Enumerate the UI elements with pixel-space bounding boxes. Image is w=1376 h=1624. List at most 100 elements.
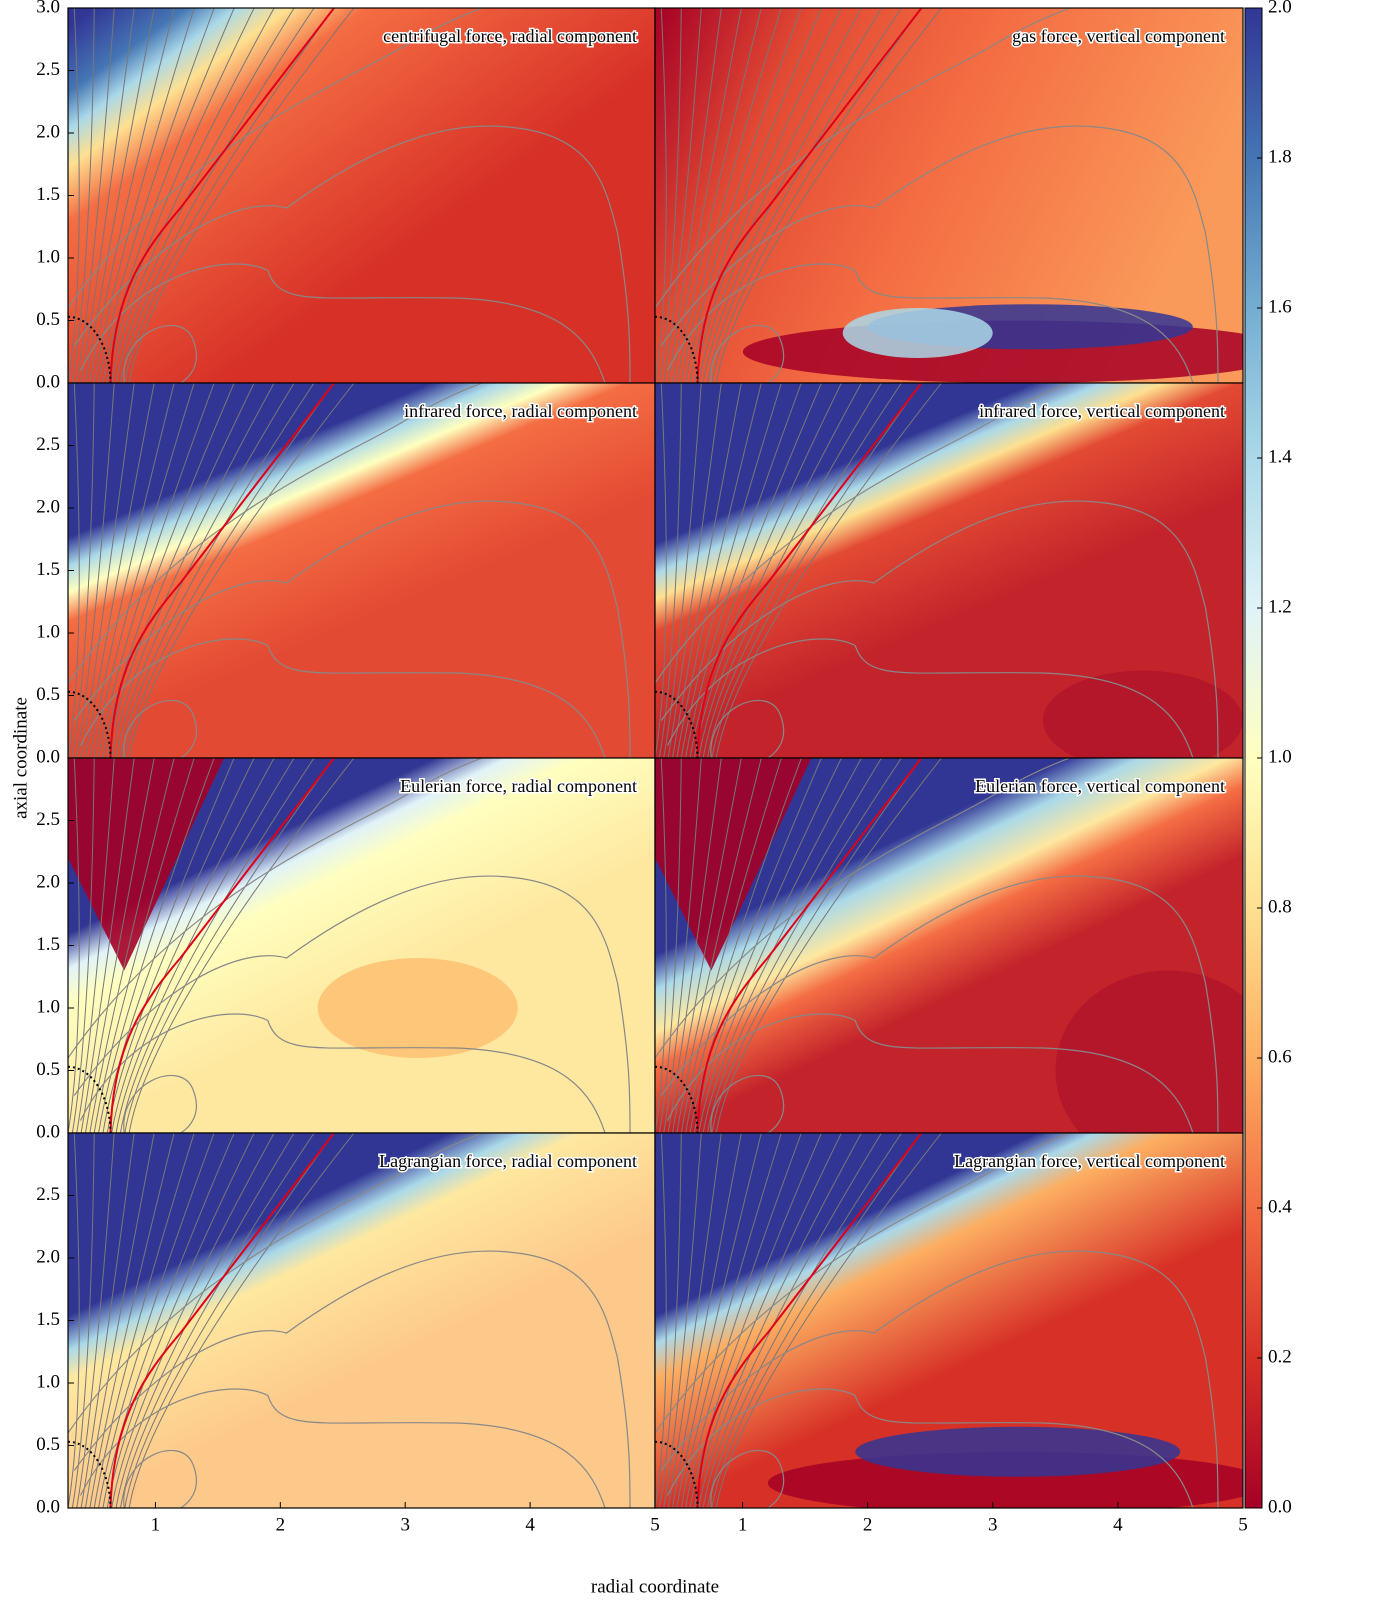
colorbar-tick-label: 0.0 bbox=[1268, 1496, 1292, 1517]
streamline bbox=[119, 758, 315, 1133]
streamline bbox=[685, 758, 802, 1133]
streamline bbox=[693, 758, 842, 1133]
streamline bbox=[707, 1133, 902, 1508]
streamline bbox=[84, 383, 155, 758]
heatmap-region bbox=[68, 758, 225, 971]
contour bbox=[68, 8, 484, 309]
contour bbox=[655, 8, 1072, 309]
contour bbox=[660, 500, 1219, 758]
streamline bbox=[689, 8, 822, 383]
streamline bbox=[689, 1133, 822, 1508]
panel bbox=[68, 383, 655, 758]
streamline bbox=[698, 383, 862, 758]
streamline bbox=[80, 758, 135, 1133]
contour bbox=[710, 1074, 785, 1133]
contour bbox=[73, 875, 631, 1133]
streamline bbox=[128, 383, 355, 758]
panel bbox=[655, 758, 1243, 1133]
y-tick-label: 0.5 bbox=[36, 309, 60, 330]
colorbar-tick-label: 1.6 bbox=[1268, 296, 1292, 317]
panel bbox=[68, 8, 655, 383]
y-tick-label: 0.0 bbox=[36, 1496, 60, 1517]
streamline bbox=[655, 1133, 667, 1508]
y-axis-label: axial coordinate bbox=[10, 697, 31, 819]
x-tick-label: 3 bbox=[988, 1514, 998, 1535]
streamline bbox=[119, 383, 315, 758]
contour bbox=[79, 638, 606, 758]
y-tick-label: 2.0 bbox=[36, 496, 60, 517]
streamline bbox=[658, 1133, 682, 1508]
red-curve bbox=[696, 758, 923, 1133]
streamline bbox=[707, 8, 902, 383]
y-tick-label: 3.0 bbox=[36, 0, 60, 17]
streamline bbox=[128, 1133, 355, 1508]
contour bbox=[68, 758, 484, 1059]
streamline bbox=[76, 758, 115, 1133]
streamline bbox=[80, 8, 135, 383]
streamline bbox=[80, 1133, 135, 1508]
heatmap-region bbox=[655, 758, 812, 971]
panel-frame bbox=[654, 1132, 1244, 1509]
streamline bbox=[89, 8, 175, 383]
streamline bbox=[667, 758, 722, 1133]
streamline bbox=[672, 8, 742, 383]
y-tick-label: 0.0 bbox=[36, 1121, 60, 1142]
contour bbox=[79, 263, 606, 383]
x-axis-label: radial coordinate bbox=[591, 1576, 719, 1597]
streamline bbox=[106, 758, 255, 1133]
contour bbox=[660, 875, 1219, 1133]
streamline bbox=[89, 758, 175, 1133]
streamline bbox=[663, 1133, 702, 1508]
streamline bbox=[98, 758, 215, 1133]
contour bbox=[73, 125, 631, 383]
y-tick-label: 1.5 bbox=[36, 1309, 60, 1330]
contour bbox=[68, 383, 484, 684]
streamline bbox=[115, 1133, 295, 1508]
streamline bbox=[698, 1133, 862, 1508]
contour bbox=[73, 1250, 631, 1508]
streamline bbox=[106, 383, 255, 758]
contour bbox=[123, 1074, 197, 1133]
x-tick-label: 2 bbox=[863, 1514, 873, 1535]
streamline bbox=[676, 383, 762, 758]
heatmap-region bbox=[1055, 970, 1243, 1133]
red-curve bbox=[109, 758, 335, 1133]
colorbar-tick-label: 1.2 bbox=[1268, 596, 1292, 617]
red-curve bbox=[109, 383, 335, 758]
streamline bbox=[102, 1133, 235, 1508]
y-tick-label: 0.5 bbox=[36, 684, 60, 705]
heatmap-region bbox=[855, 1426, 1181, 1477]
contour bbox=[123, 1449, 197, 1508]
streamline bbox=[68, 1133, 80, 1508]
streamline bbox=[702, 383, 882, 758]
streamline bbox=[102, 383, 235, 758]
streamline bbox=[124, 1133, 335, 1508]
streamline bbox=[698, 8, 862, 383]
streamline bbox=[711, 383, 922, 758]
streamline bbox=[102, 8, 235, 383]
red-curve bbox=[696, 383, 923, 758]
streamline bbox=[128, 758, 355, 1133]
x-tick-label: 1 bbox=[151, 1514, 161, 1535]
panel-title: gas force, vertical component bbox=[1012, 26, 1225, 46]
streamline bbox=[702, 1133, 882, 1508]
streamline bbox=[685, 8, 802, 383]
streamline bbox=[102, 758, 235, 1133]
streamline bbox=[685, 383, 802, 758]
streamline bbox=[106, 8, 255, 383]
streamline bbox=[707, 383, 902, 758]
y-tick-label: 2.5 bbox=[36, 434, 60, 455]
panel-title: Lagrangian force, radial component bbox=[379, 1151, 637, 1171]
panel-title: Lagrangian force, vertical component bbox=[954, 1151, 1225, 1171]
streamline bbox=[76, 1133, 115, 1508]
streamline bbox=[128, 8, 355, 383]
streamline bbox=[698, 758, 862, 1133]
streamline bbox=[663, 383, 702, 758]
streamline bbox=[71, 383, 95, 758]
y-tick-label: 2.5 bbox=[36, 59, 60, 80]
streamline bbox=[711, 1133, 922, 1508]
red-curve bbox=[696, 1133, 923, 1508]
streamline bbox=[711, 758, 922, 1133]
streamline bbox=[124, 758, 335, 1133]
